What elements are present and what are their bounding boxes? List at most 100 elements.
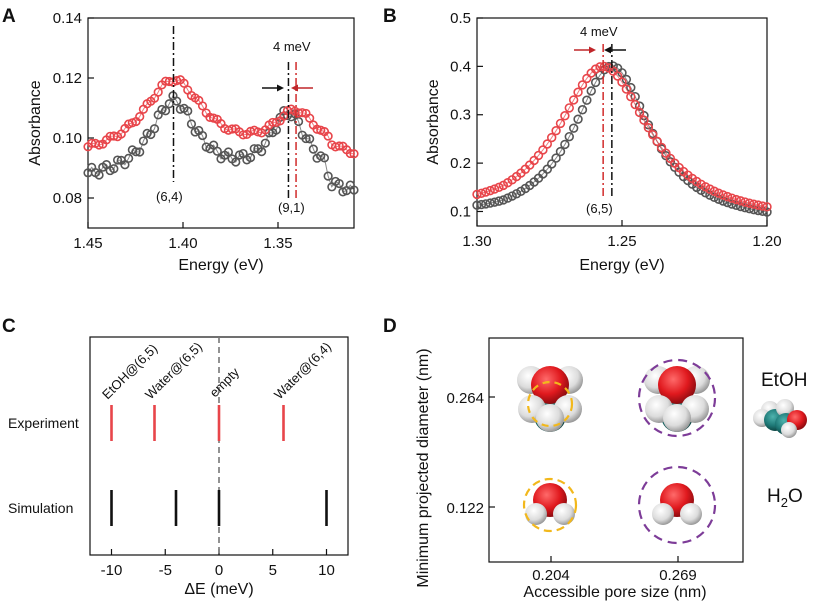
panel-a-point-black xyxy=(212,146,222,156)
panel-a-ytick-1: 0.10 xyxy=(53,130,82,147)
panel-letter-d: D xyxy=(383,316,397,337)
panel-b-series xyxy=(472,61,772,217)
panel-c-xlabel: ΔE (meV) xyxy=(184,581,253,598)
panel-c-xtick-4: 10 xyxy=(318,562,335,579)
etoh-label: EtOH xyxy=(761,370,807,391)
panel-b-point-black xyxy=(546,159,557,169)
water-label: H2O xyxy=(767,486,803,510)
panel-b-point-red xyxy=(551,125,561,136)
water-label-h: H xyxy=(767,486,781,507)
pore-ring-purple-water xyxy=(637,465,717,545)
panel-b-point-red xyxy=(634,107,645,118)
panel-d-ylabel: Minimum projected diameter (nm) xyxy=(415,348,432,587)
panel-c-label-3: Water@(6,4) xyxy=(271,339,334,402)
panel-a-ylabel: Absorbance xyxy=(27,80,44,165)
panel-b-point-red xyxy=(485,185,495,196)
panel-b-point-red xyxy=(727,193,737,203)
etoh-side-molecule xyxy=(753,399,807,438)
panel-b-point-red xyxy=(617,77,627,87)
panel-b: 1.30 1.25 1.200.10.20.30.40.5 4 meV (6,5) … xyxy=(425,10,782,274)
panel-c-xtick-0: -10 xyxy=(101,562,123,579)
panel-c-xtick-3: 5 xyxy=(269,562,277,579)
panel-a-point-black xyxy=(349,185,359,195)
panel-b-point-red xyxy=(564,103,574,113)
panel-c: -10 -5 0 5 10 Experiment Simulation EtOH@(6,… xyxy=(8,336,349,598)
panel-a-point-black xyxy=(186,119,197,129)
panel-b-point-black xyxy=(564,131,574,142)
panel-b-vlines xyxy=(602,44,613,196)
panel-b-shift-arrows xyxy=(574,46,626,54)
panel-a-point-black xyxy=(197,130,208,141)
panel-b-point-red xyxy=(744,198,755,208)
panel-a-point-black xyxy=(149,124,160,134)
panel-a-xtick-0: 1.45 xyxy=(73,235,102,252)
panel-b-point-black xyxy=(494,196,504,206)
panel-b-point-black xyxy=(489,197,500,207)
panel-b-point-red xyxy=(648,130,658,140)
panel-b-ytick-2: 0.3 xyxy=(450,107,471,124)
panel-b-point-black xyxy=(503,193,513,203)
panel-d-xlabel: Accessible pore size (nm) xyxy=(523,584,706,601)
panel-b-point-red xyxy=(621,84,632,94)
panel-b-point-red xyxy=(573,87,583,97)
panel-b-point-black xyxy=(586,86,596,96)
panel-b-point-red xyxy=(489,184,500,194)
panel-b-line-black xyxy=(476,65,768,213)
panel-b-point-red xyxy=(568,95,579,105)
panel-b-ytick-0: 0.1 xyxy=(450,203,471,220)
panel-b-ylabel: Absorbance xyxy=(425,79,442,164)
panel-a-point-red xyxy=(179,78,189,88)
water-label-sub: 2 xyxy=(781,495,788,510)
panel-b-point-red xyxy=(626,91,636,102)
panel-b-point-red xyxy=(749,199,759,209)
panel-b-point-red xyxy=(472,189,482,200)
panel-b-point-red xyxy=(476,188,487,198)
panel-a-point-red xyxy=(345,148,355,159)
water-molecule-269 xyxy=(637,465,717,545)
panel-b-point-red xyxy=(757,201,768,211)
panel-b-point-red xyxy=(560,111,570,121)
water-label-o: O xyxy=(788,486,803,507)
panel-b-point-red xyxy=(538,145,548,155)
panel-b-point-red xyxy=(753,200,763,210)
panel-b-shift-label: 4 meV xyxy=(580,24,618,39)
panel-a-ticks: 1.45 1.40 1.35 0.08 0.10 0.12 0.14 xyxy=(53,10,293,252)
panel-d-ytick-122: 0.122 xyxy=(446,500,484,517)
panel-c-xtick-2: 0 xyxy=(215,562,223,579)
panel-d-frame xyxy=(488,337,744,563)
panel-a-point-black xyxy=(231,157,241,167)
panel-a-xtick-1: 1.40 xyxy=(168,235,197,252)
panel-b-xtick-1: 1.25 xyxy=(607,233,636,250)
water-molecule-204 xyxy=(522,477,578,533)
panel-a-point-black xyxy=(138,136,149,146)
panel-a-point-black xyxy=(334,178,344,189)
panel-a-series xyxy=(83,75,359,197)
panel-b-point-red xyxy=(612,71,623,81)
panel-a-point-red xyxy=(305,113,315,123)
panel-b-point-red xyxy=(656,142,667,153)
panel-letter-c: C xyxy=(2,316,16,337)
panel-b-point-black xyxy=(551,153,561,163)
etoh-molecule-269 xyxy=(637,358,717,438)
panel-b-point-black xyxy=(476,199,487,210)
panel-a-point-black xyxy=(124,153,134,163)
panel-a: 1.45 1.40 1.35 0.08 0.10 0.12 0.14 4 meV (6,4)… xyxy=(27,10,359,274)
panel-a-xlabel: Energy (eV) xyxy=(178,257,263,274)
panel-a-shift-arrows xyxy=(262,84,313,92)
panel-b-point-red xyxy=(555,118,566,129)
panel-b-ticks: 1.30 1.25 1.20 0.1 0.2 0.3 0.4 0.5 xyxy=(450,10,781,250)
panel-a-point-red xyxy=(94,140,104,150)
panel-b-point-red xyxy=(740,197,750,207)
panel-b-point-red xyxy=(643,122,654,133)
panel-b-line-red xyxy=(476,65,768,208)
panel-b-point-red xyxy=(713,188,724,198)
panel-a-vlines xyxy=(172,26,297,200)
panel-b-point-red xyxy=(630,99,640,110)
panel-b-point-red xyxy=(577,80,588,90)
panel-a-point-black xyxy=(308,144,318,154)
panel-a-point-black xyxy=(183,106,193,116)
panel-a-ytick-2: 0.12 xyxy=(53,70,82,87)
panel-b-point-black xyxy=(582,95,592,105)
panel-c-labels: EtOH@(6,5)Water@(6,5) empty Water@(6,4) xyxy=(99,339,334,402)
panel-a-point-black xyxy=(323,171,333,181)
